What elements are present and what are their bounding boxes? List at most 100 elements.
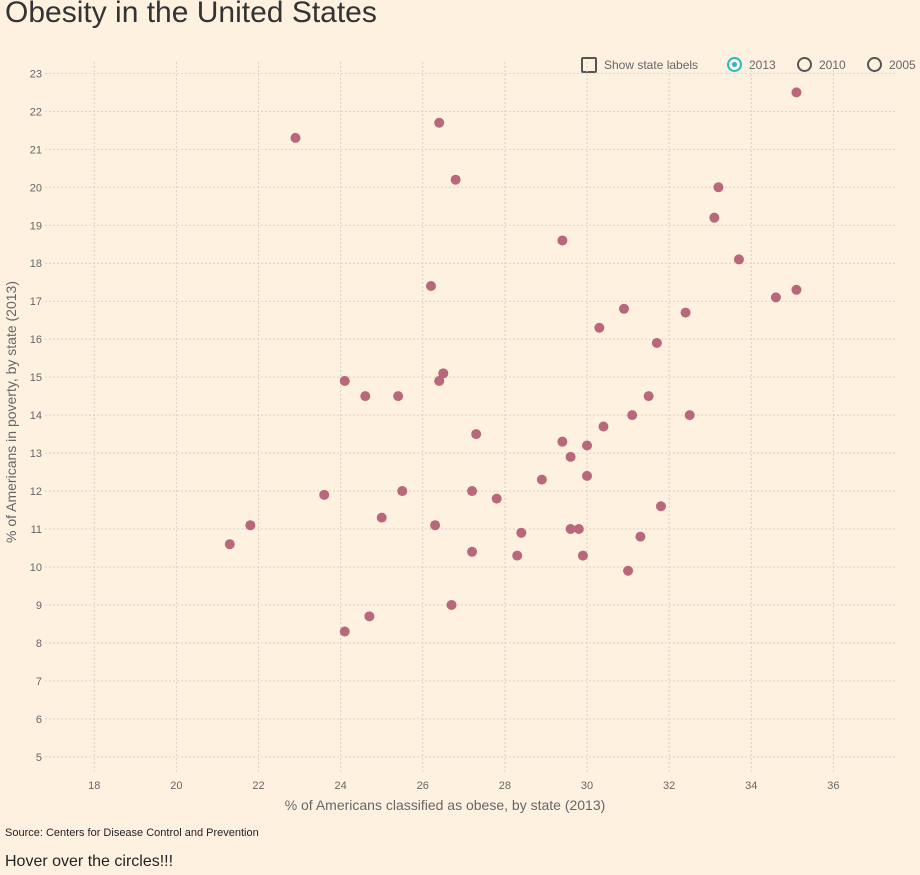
y-tick-label: 23 <box>30 68 42 80</box>
y-tick-label: 15 <box>30 372 42 384</box>
data-point[interactable] <box>339 626 350 637</box>
show-state-labels-label: Show state labels <box>604 58 699 72</box>
year-2010-radio[interactable] <box>797 57 812 72</box>
x-axis-ticks: 18 20 22 24 26 28 30 32 34 36 <box>88 780 839 792</box>
chart-controls: Show state labels 2013 2010 2005 <box>0 55 920 79</box>
data-point[interactable] <box>376 512 387 523</box>
data-point[interactable] <box>770 292 781 303</box>
data-point[interactable] <box>655 501 666 512</box>
data-point[interactable] <box>557 436 568 447</box>
year-2013-option[interactable]: 2013 <box>727 57 776 72</box>
y-tick-label: 6 <box>36 714 42 726</box>
data-points <box>224 87 802 637</box>
data-point[interactable] <box>364 611 375 622</box>
data-point[interactable] <box>467 546 478 557</box>
y-axis-label: % of Americans in poverty, by state (201… <box>3 281 19 543</box>
y-tick-label: 14 <box>30 410 42 422</box>
data-point[interactable] <box>565 524 576 535</box>
hover-hint: Hover over the circles!!! <box>5 853 174 870</box>
data-point[interactable] <box>536 474 547 485</box>
x-tick-label: 24 <box>335 780 347 792</box>
data-point[interactable] <box>598 421 609 432</box>
data-point[interactable] <box>446 599 457 610</box>
y-tick-label: 10 <box>30 562 42 574</box>
y-tick-label: 20 <box>30 182 42 194</box>
data-point[interactable] <box>434 117 445 128</box>
data-point[interactable] <box>573 524 584 535</box>
x-tick-label: 34 <box>745 780 757 792</box>
y-tick-label: 18 <box>30 258 42 270</box>
data-point[interactable] <box>643 391 654 402</box>
x-tick-label: 26 <box>417 780 429 792</box>
data-point[interactable] <box>471 429 482 440</box>
data-point[interactable] <box>393 391 404 402</box>
y-tick-label: 19 <box>30 220 42 232</box>
data-point[interactable] <box>430 520 441 531</box>
year-2005-label: 2005 <box>889 57 916 72</box>
x-tick-label: 20 <box>170 780 182 792</box>
data-point[interactable] <box>582 440 593 451</box>
x-tick-label: 22 <box>252 780 264 792</box>
data-point[interactable] <box>709 212 720 223</box>
x-tick-label: 28 <box>499 780 511 792</box>
scatter-chart: 18 20 22 24 26 28 30 32 34 36 5 6 7 8 9 10 11 12 13 14 15 16… <box>3 62 895 813</box>
data-point[interactable] <box>565 451 576 462</box>
data-point[interactable] <box>425 281 436 292</box>
y-tick-label: 21 <box>30 144 42 156</box>
data-point[interactable] <box>438 368 449 379</box>
data-point[interactable] <box>635 531 646 542</box>
data-point[interactable] <box>594 322 605 333</box>
y-tick-label: 5 <box>36 752 42 764</box>
data-point[interactable] <box>339 375 350 386</box>
year-2010-label: 2010 <box>819 57 846 72</box>
year-2005-option[interactable]: 2005 <box>867 57 916 72</box>
data-point[interactable] <box>627 410 638 421</box>
data-point[interactable] <box>512 550 523 561</box>
data-point[interactable] <box>245 520 256 531</box>
show-state-labels-toggle[interactable]: Show state labels <box>581 57 698 73</box>
data-point[interactable] <box>319 489 330 500</box>
data-point[interactable] <box>434 375 445 386</box>
data-point[interactable] <box>290 132 301 143</box>
x-axis-label: % of Americans classified as obese, by s… <box>285 797 606 813</box>
y-tick-label: 8 <box>36 638 42 650</box>
year-2013-label: 2013 <box>749 57 776 72</box>
year-2005-radio[interactable] <box>867 57 882 72</box>
data-point[interactable] <box>733 254 744 265</box>
y-tick-label: 22 <box>30 106 42 118</box>
data-point[interactable] <box>224 539 235 550</box>
data-point[interactable] <box>618 303 629 314</box>
y-tick-label: 9 <box>36 600 42 612</box>
data-point[interactable] <box>791 87 802 98</box>
data-point[interactable] <box>491 493 502 504</box>
x-tick-label: 36 <box>827 780 839 792</box>
y-tick-label: 16 <box>30 334 42 346</box>
show-state-labels-checkbox[interactable] <box>581 57 597 73</box>
y-axis-ticks: 5 6 7 8 9 10 11 12 13 14 15 16 17 18 19 20 21 22 23 <box>30 68 42 763</box>
data-point[interactable] <box>713 182 724 193</box>
year-2013-radio[interactable] <box>727 57 742 72</box>
data-point[interactable] <box>557 235 568 246</box>
source-note: Source: Centers for Disease Control and … <box>5 827 259 839</box>
y-tick-label: 17 <box>30 296 42 308</box>
data-point[interactable] <box>360 391 371 402</box>
data-point[interactable] <box>467 486 478 497</box>
x-tick-label: 32 <box>663 780 675 792</box>
y-tick-label: 13 <box>30 448 42 460</box>
data-point[interactable] <box>684 410 695 421</box>
year-2010-option[interactable]: 2010 <box>797 57 846 72</box>
data-point[interactable] <box>680 307 691 318</box>
data-point[interactable] <box>651 337 662 348</box>
data-point[interactable] <box>450 174 461 185</box>
data-point[interactable] <box>623 565 634 576</box>
y-tick-label: 11 <box>31 524 42 536</box>
data-point[interactable] <box>582 470 593 481</box>
data-point[interactable] <box>791 284 802 295</box>
data-point[interactable] <box>397 486 408 497</box>
data-point[interactable] <box>577 550 588 561</box>
y-tick-label: 7 <box>36 676 42 688</box>
data-point[interactable] <box>516 527 527 538</box>
x-tick-label: 18 <box>88 780 100 792</box>
y-tick-label: 12 <box>30 486 42 498</box>
page-title: Obesity in the United States <box>5 0 377 29</box>
